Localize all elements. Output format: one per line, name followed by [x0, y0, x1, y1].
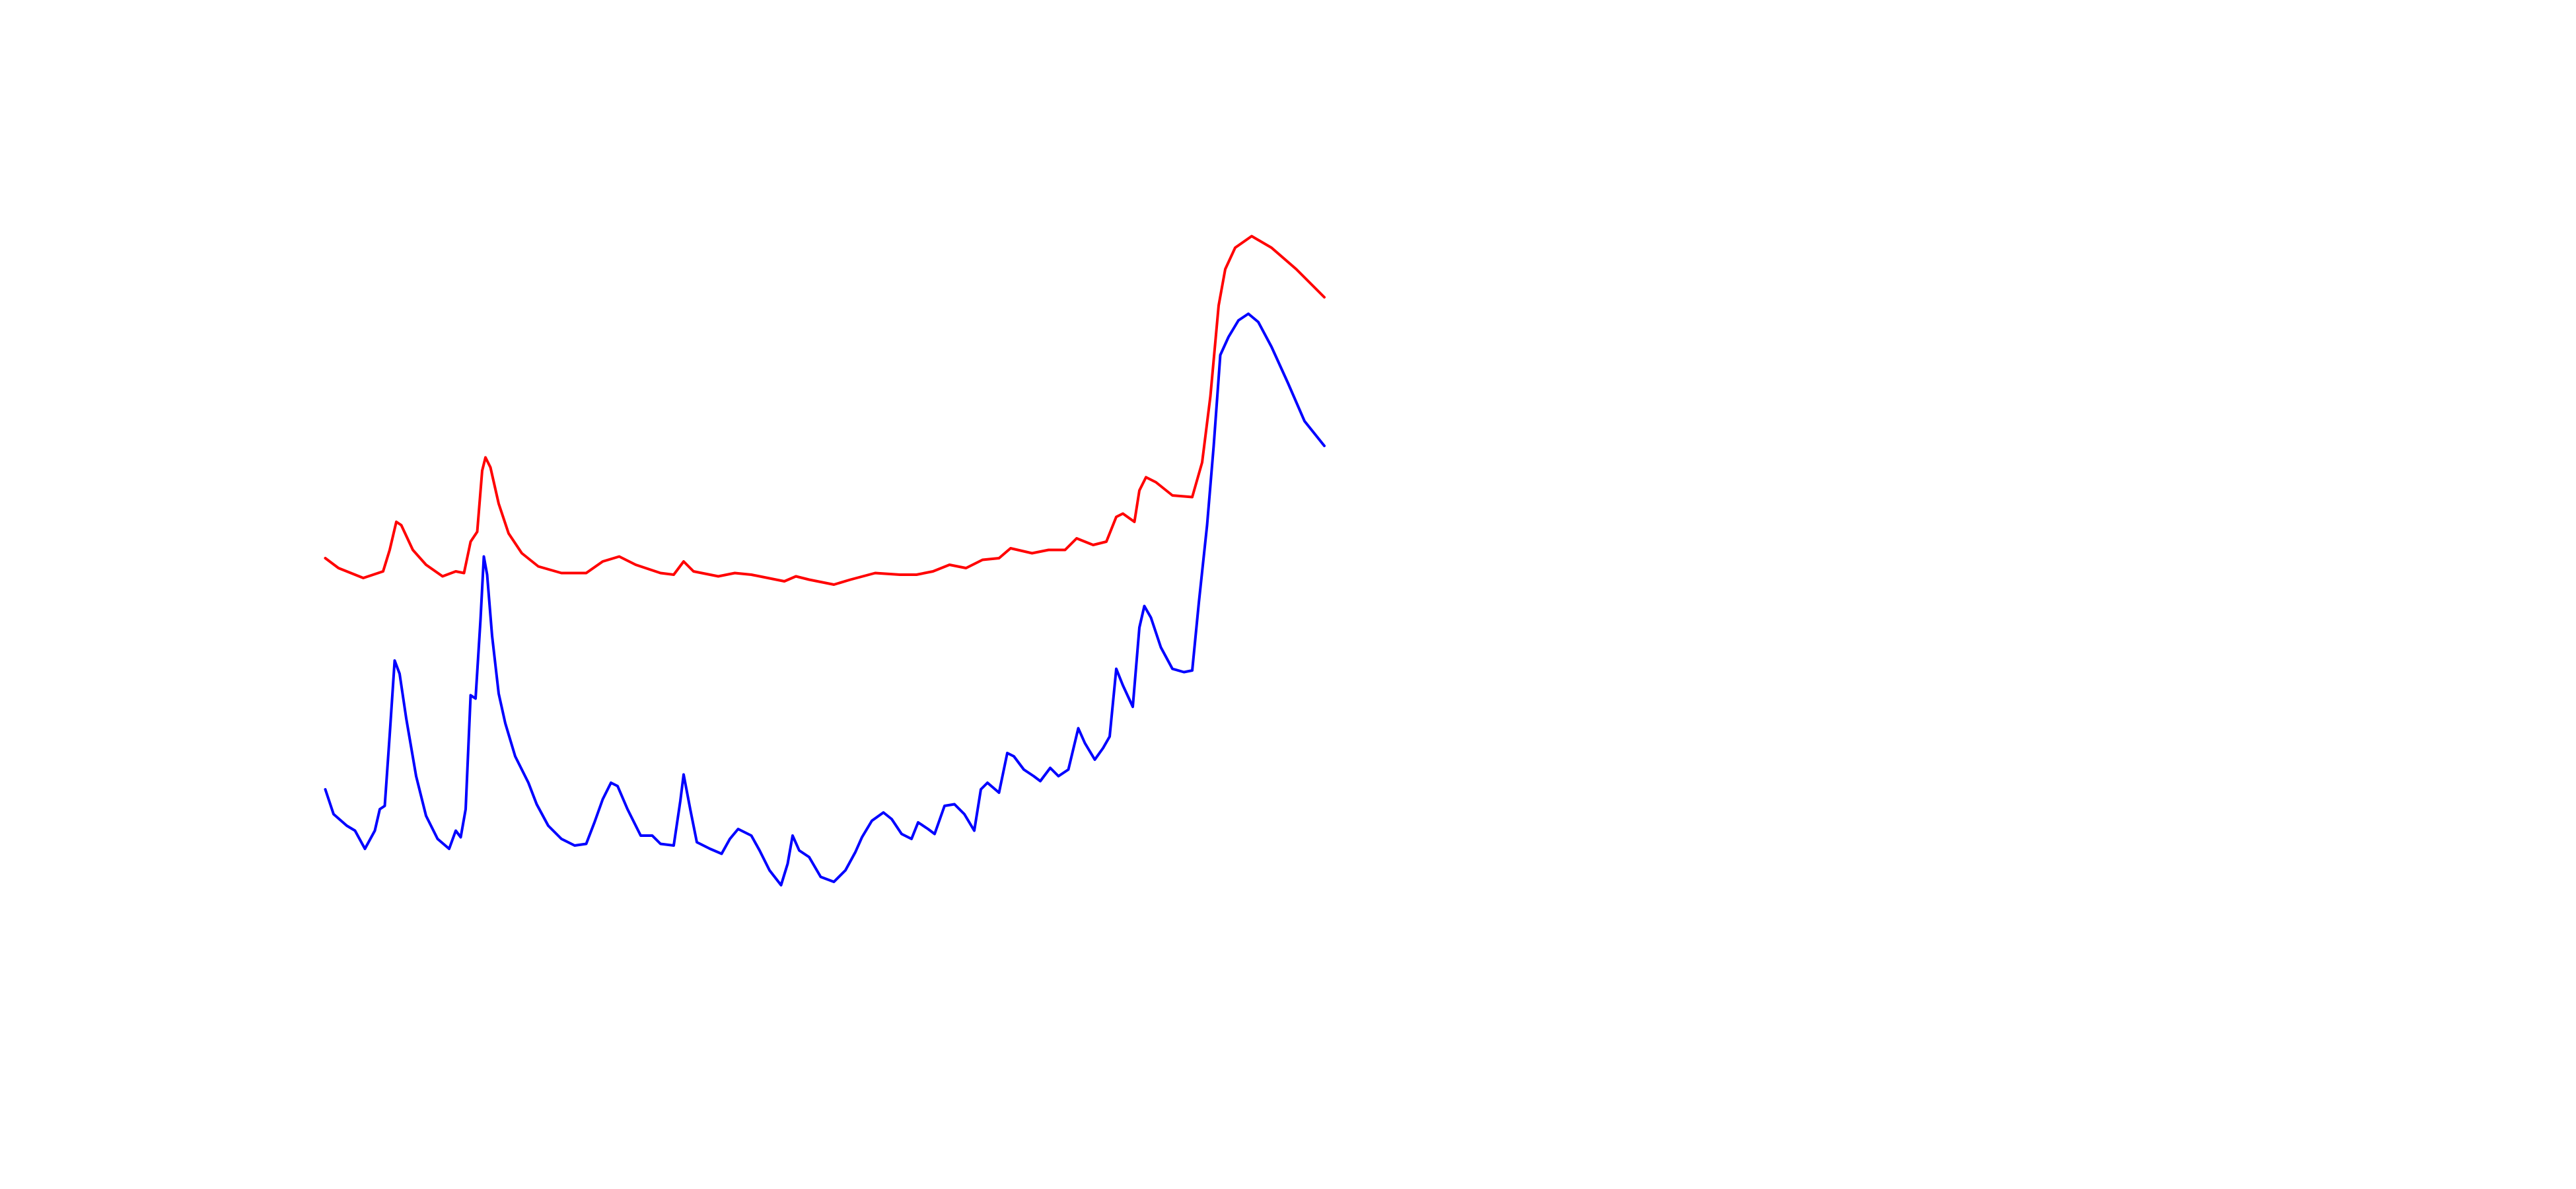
line-series	[324, 312, 1326, 886]
line-series	[324, 234, 1326, 586]
